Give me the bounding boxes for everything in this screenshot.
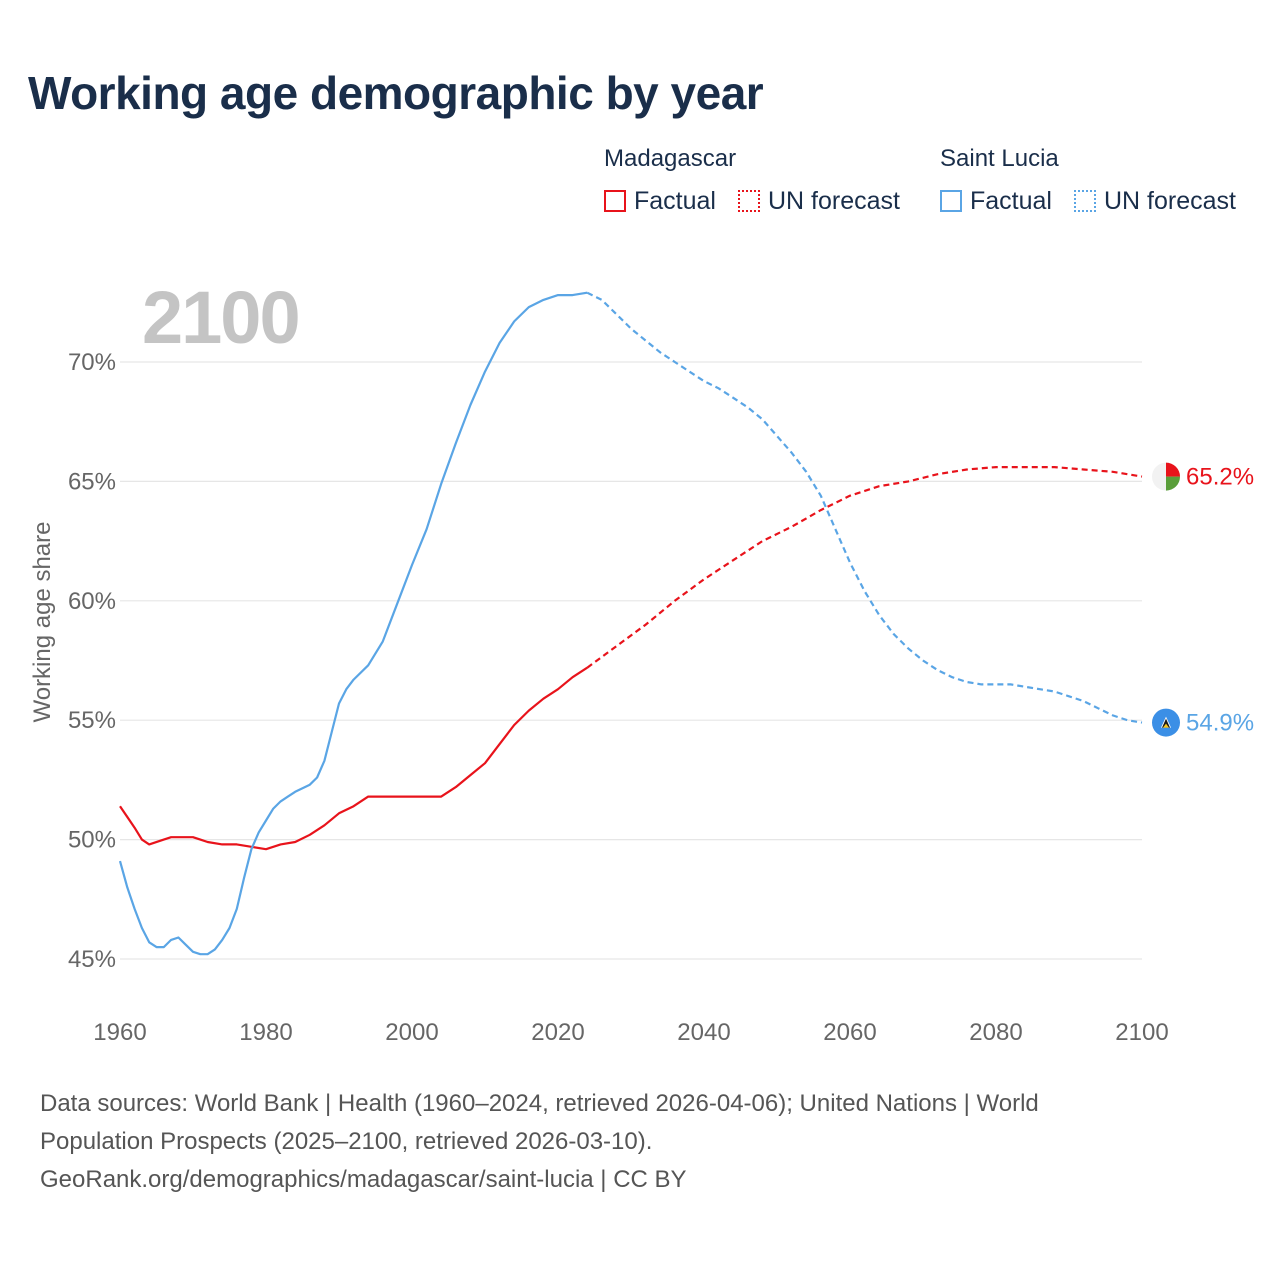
- y-tick-label: 55%: [68, 707, 116, 734]
- series-line-madagascar-factual[interactable]: [119, 666, 588, 851]
- flag-marker-saint-lucia[interactable]: [1152, 708, 1180, 737]
- x-tick-label: 2000: [385, 1019, 438, 1046]
- legend-label: UN forecast: [768, 186, 900, 215]
- footer-sources-line1: Data sources: World Bank | Health (1960–…: [40, 1090, 1039, 1117]
- end-value-label-madagascar: 65.2%: [1186, 464, 1254, 491]
- y-tick-label: 70%: [68, 349, 116, 376]
- series-line-saint-lucia-factual[interactable]: [118, 291, 588, 956]
- flag-gold-triangle: [1163, 723, 1169, 728]
- x-tick-label: 2100: [1115, 1019, 1168, 1046]
- series-layer: [118, 291, 1143, 956]
- flag-marker-madagascar[interactable]: [1152, 462, 1181, 491]
- footer-sources-line2: Population Prospects (2025–2100, retriev…: [40, 1128, 653, 1155]
- legend-madagascar-forecast[interactable]: UN forecast: [738, 186, 900, 216]
- flag-red-segment: [1166, 462, 1181, 477]
- x-tick-label: 2040: [677, 1019, 730, 1046]
- x-tick-label: 1980: [239, 1019, 292, 1046]
- legend-group-saint-lucia: Saint Lucia: [940, 145, 1059, 172]
- footer-source-link[interactable]: GeoRank.org/demographics/madagascar/sain…: [40, 1166, 687, 1193]
- y-tick-label: 65%: [68, 468, 116, 495]
- grid-layer: 45% 50% 55% 60% 65% 70% 1960 1980 2000 2020 2040 20…: [68, 349, 1169, 1046]
- chart-title: Working age demographic by year: [28, 67, 764, 119]
- x-tick-label: 1960: [93, 1019, 146, 1046]
- legend-saint-lucia-factual[interactable]: Factual: [940, 186, 1052, 216]
- legend-group-madagascar: Madagascar: [604, 145, 737, 172]
- year-watermark: 2100: [142, 276, 299, 359]
- series-line-madagascar-forecast[interactable]: [586, 466, 1143, 669]
- x-tick-label: 2080: [969, 1019, 1022, 1046]
- legend-swatch-madagascar-forecast: [738, 190, 760, 212]
- legend-swatch-saint-lucia-forecast: [1074, 190, 1096, 212]
- y-tick-label: 45%: [68, 946, 116, 973]
- end-value-label-saint-lucia: 54.9%: [1186, 710, 1254, 737]
- legend-label: Factual: [970, 186, 1052, 215]
- legend-swatch-saint-lucia-factual: [940, 190, 962, 212]
- flag-black-triangle: [1162, 718, 1170, 728]
- x-tick-label: 2020: [531, 1019, 584, 1046]
- y-tick-label: 50%: [68, 827, 116, 854]
- legend-saint-lucia-forecast[interactable]: UN forecast: [1074, 186, 1236, 216]
- y-tick-label: 60%: [68, 588, 116, 615]
- line-chart: 45% 50% 55% 60% 65% 70% 1960 1980 2000 2020 2040 20…: [29, 276, 1254, 1046]
- legend-swatch-madagascar-factual: [604, 190, 626, 212]
- y-axis-label: Working age share: [29, 522, 56, 723]
- legend-madagascar-factual[interactable]: Factual: [604, 186, 716, 216]
- legend-label: Factual: [634, 186, 716, 215]
- flag-green-segment: [1166, 476, 1180, 491]
- series-line-saint-lucia-forecast[interactable]: [586, 291, 1143, 724]
- marker-layer: 65.2% 54.9%: [1152, 462, 1254, 737]
- legend-label: UN forecast: [1104, 186, 1236, 215]
- x-tick-label: 2060: [823, 1019, 876, 1046]
